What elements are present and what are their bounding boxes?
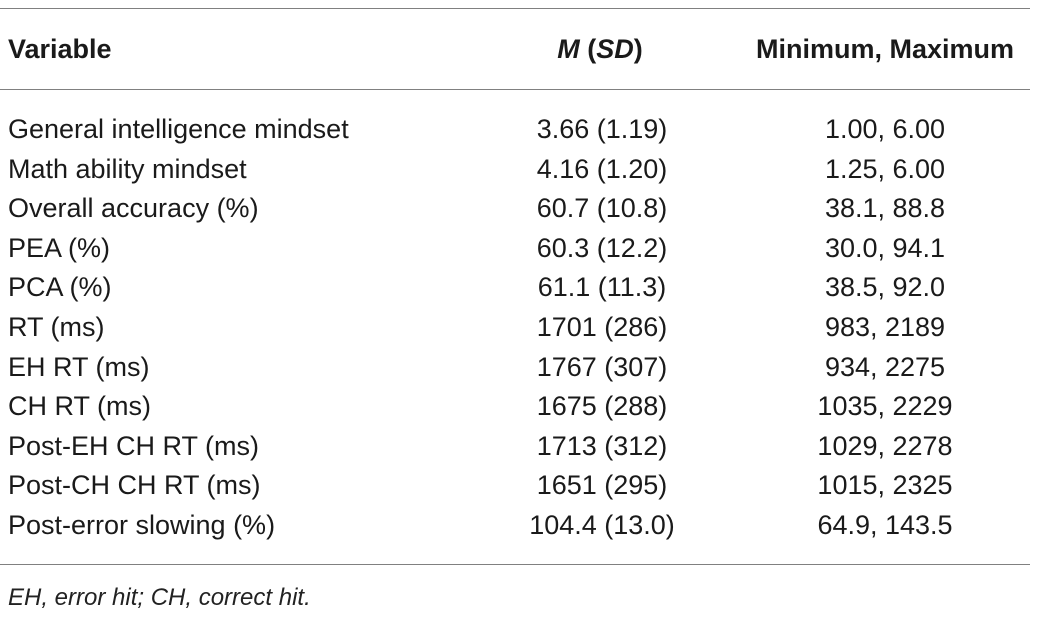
cell-variable: Math ability mindset (8, 153, 247, 184)
cell-min-max: 64.9, 143.5 (817, 509, 953, 540)
table-row: RT (ms) 1701 (286) 983, 2189 (0, 309, 1030, 349)
header-min-max: Minimum, Maximum (755, 34, 1015, 64)
header-sd: SD (596, 34, 634, 64)
cell-mean-sd: 1675 (288) (536, 391, 668, 422)
cell-variable: Post-CH CH RT (ms) (8, 470, 261, 501)
cell-variable: EH RT (ms) (8, 351, 150, 382)
cell-variable: Post-EH CH RT (ms) (8, 430, 260, 461)
cell-mean-sd: 1701 (286) (536, 311, 668, 342)
table-row: Math ability mindset 4.16 (1.20) 1.25, 6… (0, 151, 1030, 191)
cell-min-max: 1.00, 6.00 (824, 114, 946, 144)
table-footnote: EH, error hit; CH, correct hit. (8, 584, 311, 611)
cell-min-max: 983, 2189 (824, 311, 946, 342)
cell-mean-sd: 3.66 (1.19) (536, 114, 668, 144)
table-row: General intelligence mindset 3.66 (1.19)… (0, 111, 1030, 151)
table-row: Post-error slowing (%) 104.4 (13.0) 64.9… (0, 507, 1030, 547)
table-row: Post-CH CH RT (ms) 1651 (295) 1015, 2325 (0, 467, 1030, 507)
cell-min-max: 1.25, 6.00 (824, 153, 946, 184)
cell-mean-sd: 60.3 (12.2) (536, 232, 668, 263)
cell-min-max: 1015, 2325 (817, 470, 953, 501)
table-row: PEA (%) 60.3 (12.2) 30.0, 94.1 (0, 230, 1030, 270)
cell-min-max: 1029, 2278 (817, 430, 953, 461)
cell-mean-sd: 60.7 (10.8) (536, 193, 668, 224)
cell-min-max: 934, 2275 (824, 351, 946, 382)
table-row: Overall accuracy (%) 60.7 (10.8) 38.1, 8… (0, 190, 1030, 230)
cell-variable: CH RT (ms) (8, 391, 151, 422)
header-mean-sd: M (SD) (557, 34, 643, 64)
cell-variable: Overall accuracy (%) (8, 193, 259, 224)
cell-variable: PEA (%) (8, 232, 111, 263)
cell-mean-sd: 1713 (312) (536, 430, 668, 461)
cell-variable: PCA (%) (8, 272, 112, 303)
cell-variable: RT (ms) (8, 311, 105, 342)
cell-min-max: 38.5, 92.0 (824, 272, 946, 303)
cell-min-max: 1035, 2229 (817, 391, 953, 422)
header-m: M (557, 34, 580, 64)
table-row: EH RT (ms) 1767 (307) 934, 2275 (0, 349, 1030, 389)
cell-variable: General intelligence mindset (8, 114, 349, 144)
cell-variable: Post-error slowing (%) (8, 509, 276, 540)
cell-mean-sd: 4.16 (1.20) (536, 153, 668, 184)
header-variable: Variable (8, 34, 112, 64)
cell-mean-sd: 1767 (307) (536, 351, 668, 382)
header-rule (0, 89, 1030, 90)
table-row: PCA (%) 61.1 (11.3) 38.5, 92.0 (0, 269, 1030, 309)
cell-mean-sd: 1651 (295) (536, 470, 668, 501)
cell-mean-sd: 61.1 (11.3) (537, 272, 667, 303)
table-row: Post-EH CH RT (ms) 1713 (312) 1029, 2278 (0, 428, 1030, 468)
cell-mean-sd: 104.4 (13.0) (529, 509, 675, 540)
table-body: General intelligence mindset 3.66 (1.19)… (0, 111, 1030, 547)
cell-min-max: 30.0, 94.1 (824, 232, 946, 263)
table-row: CH RT (ms) 1675 (288) 1035, 2229 (0, 388, 1030, 428)
top-rule (0, 8, 1030, 9)
cell-min-max: 38.1, 88.8 (824, 193, 946, 224)
bottom-rule (0, 564, 1030, 565)
